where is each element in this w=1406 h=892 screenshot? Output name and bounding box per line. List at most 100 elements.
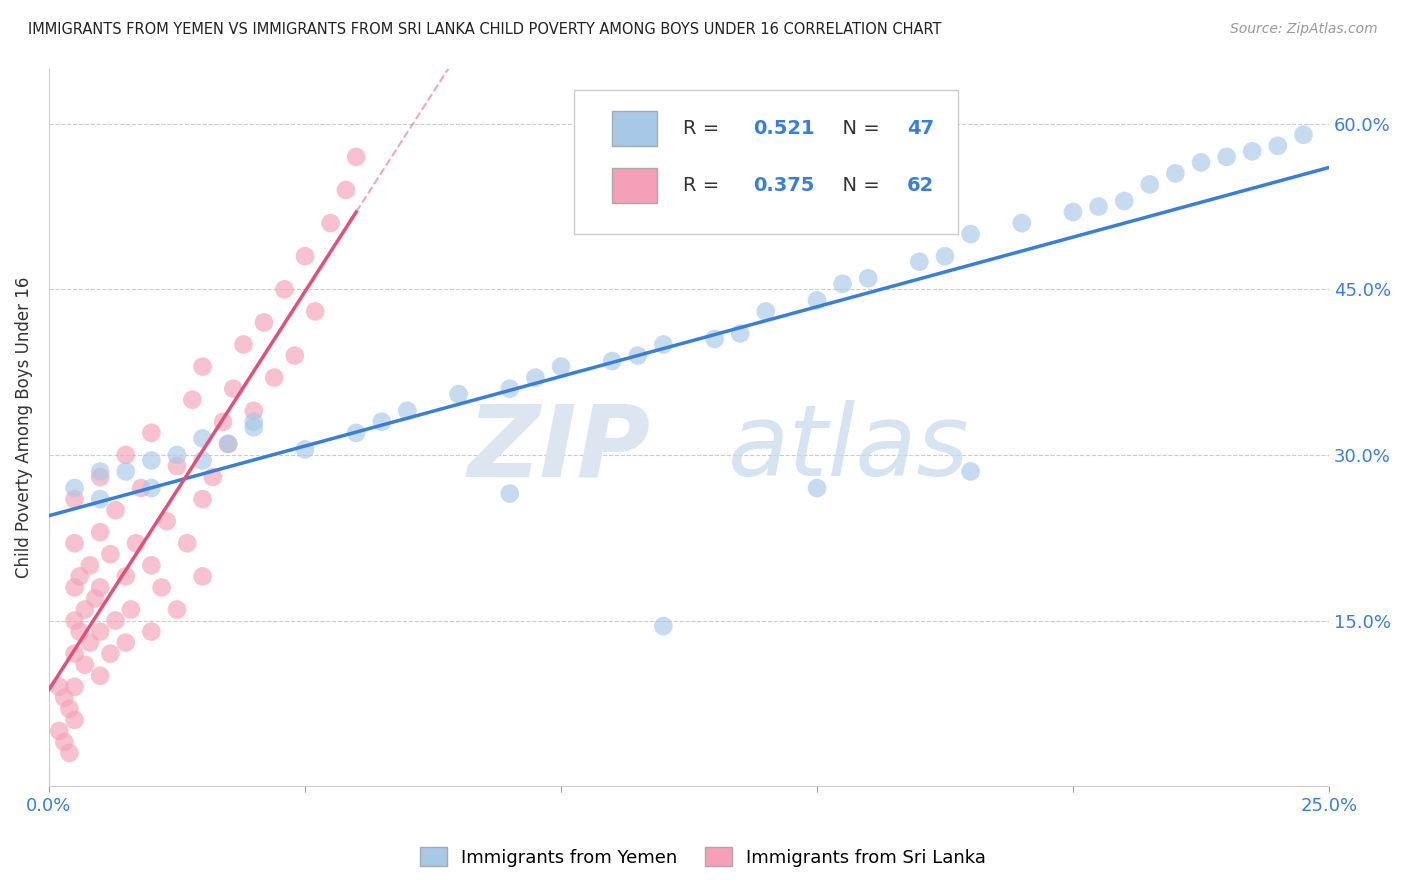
Point [73,602,96,616]
Point [63,492,86,507]
Point [344,425,367,440]
Text: N =: N = [830,120,886,138]
Point [89,624,111,639]
Point [550,359,572,374]
FancyBboxPatch shape [612,112,657,146]
Point [1062,205,1084,219]
Point [166,448,188,462]
Point [201,470,224,484]
Point [1292,128,1315,142]
Point [524,370,547,384]
Point [319,216,342,230]
Point [806,481,828,495]
Point [344,150,367,164]
Point [89,465,111,479]
Text: 47: 47 [907,120,934,138]
Point [89,470,111,484]
Point [53,690,76,705]
Point [1139,178,1161,192]
Point [58,746,80,760]
Point [114,465,136,479]
Point [294,249,316,263]
Point [69,569,91,583]
Point [89,581,111,595]
Point [217,437,239,451]
Point [703,332,725,346]
Point [89,525,111,540]
Point [627,349,650,363]
Point [63,581,86,595]
Point [104,614,127,628]
Point [100,647,122,661]
Point [191,569,214,583]
Point [141,425,163,440]
Point [755,304,778,318]
Point [1189,155,1212,169]
Point [222,382,245,396]
Y-axis label: Child Poverty Among Boys Under 16: Child Poverty Among Boys Under 16 [15,277,32,578]
Point [253,315,276,329]
Point [89,669,111,683]
Text: atlas: atlas [727,401,969,498]
Point [499,382,522,396]
Point [908,254,931,268]
Point [141,624,163,639]
Text: 62: 62 [907,176,934,195]
Point [114,448,136,462]
Point [166,602,188,616]
Point [63,614,86,628]
Text: 0.375: 0.375 [754,176,814,195]
Point [212,415,235,429]
Point [959,227,981,241]
Point [1114,194,1136,208]
Point [63,647,86,661]
Point [114,635,136,649]
Point [141,558,163,573]
Point [831,277,853,291]
Point [53,735,76,749]
Point [959,465,981,479]
Point [63,481,86,495]
Point [304,304,326,318]
Point [1241,145,1264,159]
Point [48,680,70,694]
Point [73,657,96,672]
Point [242,415,264,429]
Point [120,602,142,616]
Legend: Immigrants from Yemen, Immigrants from Sri Lanka: Immigrants from Yemen, Immigrants from S… [412,840,994,874]
Text: R =: R = [682,120,725,138]
Point [806,293,828,308]
Text: 0.521: 0.521 [754,120,814,138]
Point [371,415,394,429]
Point [166,458,188,473]
Point [84,591,107,606]
Point [856,271,879,285]
Point [69,624,91,639]
Point [191,359,214,374]
Point [191,431,214,445]
Point [728,326,751,341]
FancyBboxPatch shape [574,90,957,234]
Text: IMMIGRANTS FROM YEMEN VS IMMIGRANTS FROM SRI LANKA CHILD POVERTY AMONG BOYS UNDE: IMMIGRANTS FROM YEMEN VS IMMIGRANTS FROM… [28,22,942,37]
Text: N =: N = [830,176,886,195]
Point [1087,200,1109,214]
Point [141,481,163,495]
Point [1267,138,1289,153]
Text: R =: R = [682,176,725,195]
Point [1215,150,1237,164]
Point [652,619,675,633]
Point [600,354,623,368]
Point [63,713,86,727]
Point [217,437,239,451]
Point [150,581,173,595]
Point [242,420,264,434]
Text: Source: ZipAtlas.com: Source: ZipAtlas.com [1230,22,1378,37]
Point [48,723,70,738]
Point [79,635,101,649]
Point [263,370,285,384]
Point [191,453,214,467]
Point [934,249,956,263]
Point [129,481,152,495]
Point [63,680,86,694]
Point [63,536,86,550]
